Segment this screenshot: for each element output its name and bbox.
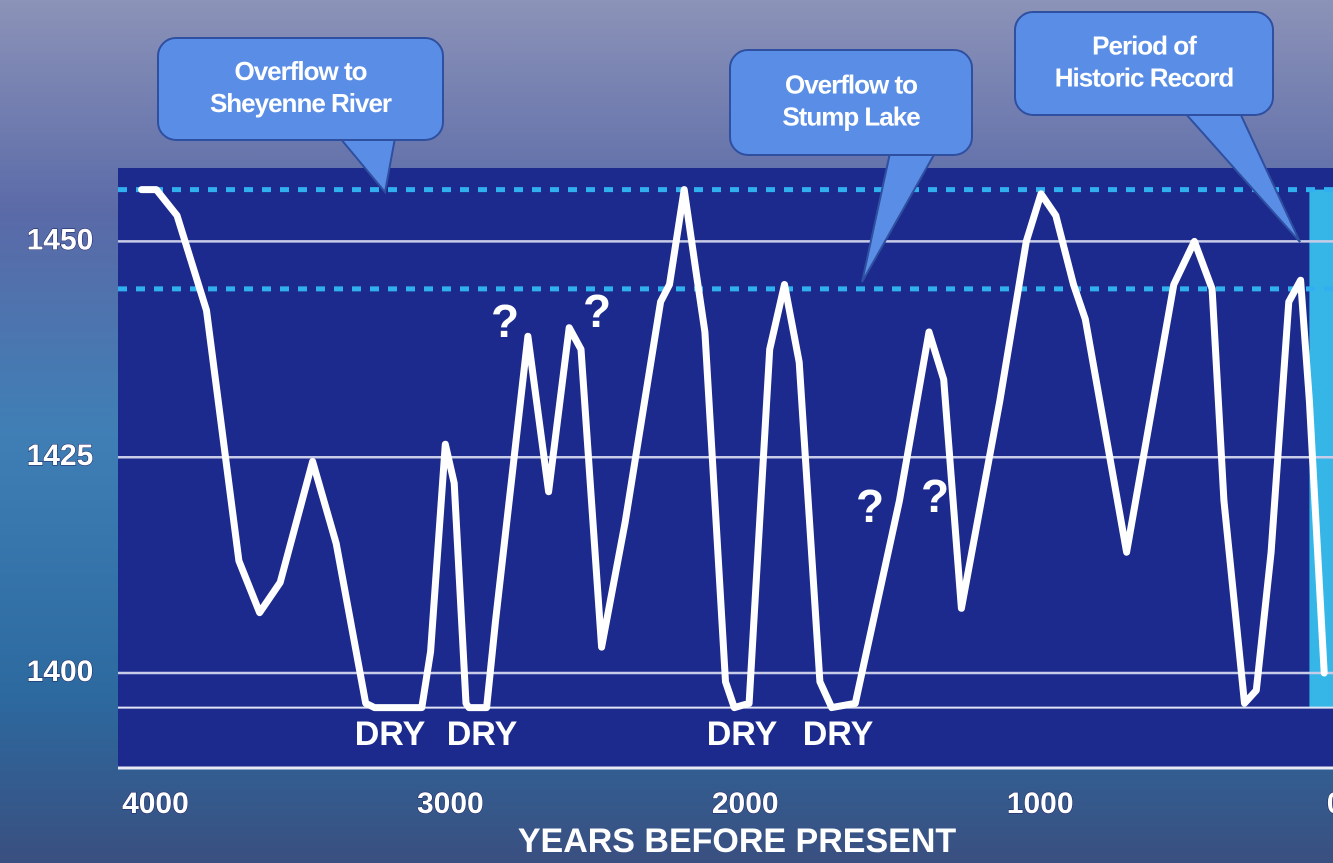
question-mark: ?	[856, 480, 884, 532]
x-tick-label: 1000	[1007, 787, 1074, 820]
question-mark: ?	[583, 285, 611, 337]
x-axis-label: YEARS BEFORE PRESENT	[518, 822, 957, 860]
question-mark: ?	[921, 470, 949, 522]
callout-box	[729, 49, 973, 156]
callout-box	[1014, 11, 1274, 116]
x-tick-label: 0	[1327, 787, 1333, 820]
historic-record-band	[1309, 189, 1333, 708]
y-tick-label: 1425	[27, 439, 94, 472]
callout-text: Overflow to	[234, 56, 366, 86]
callout-text: Sheyenne River	[210, 88, 392, 118]
dry-label: DRY	[707, 715, 778, 753]
dry-label: DRY	[803, 715, 874, 753]
x-tick-label: 4000	[122, 787, 189, 820]
callout-text: Period of	[1092, 30, 1197, 60]
x-tick-label: 2000	[712, 787, 779, 820]
x-tick-label: 3000	[417, 787, 484, 820]
callout-text: Overflow to	[785, 69, 917, 99]
plot-layer: 1400 1425 1450 4000 3000 2000 1000 0???? DRY DRY D…	[26, 11, 1333, 820]
lake-level-line	[138, 186, 1328, 712]
callout-box	[157, 37, 444, 141]
question-mark: ?	[491, 295, 519, 347]
dry-label: DRY	[447, 715, 518, 753]
y-tick-label: 1400	[27, 655, 94, 688]
dry-label: DRY	[355, 715, 426, 753]
callout-text: Stump Lake	[782, 101, 920, 131]
y-tick-label: 1450	[27, 223, 94, 256]
callout-text: Historic Record	[1055, 62, 1234, 92]
